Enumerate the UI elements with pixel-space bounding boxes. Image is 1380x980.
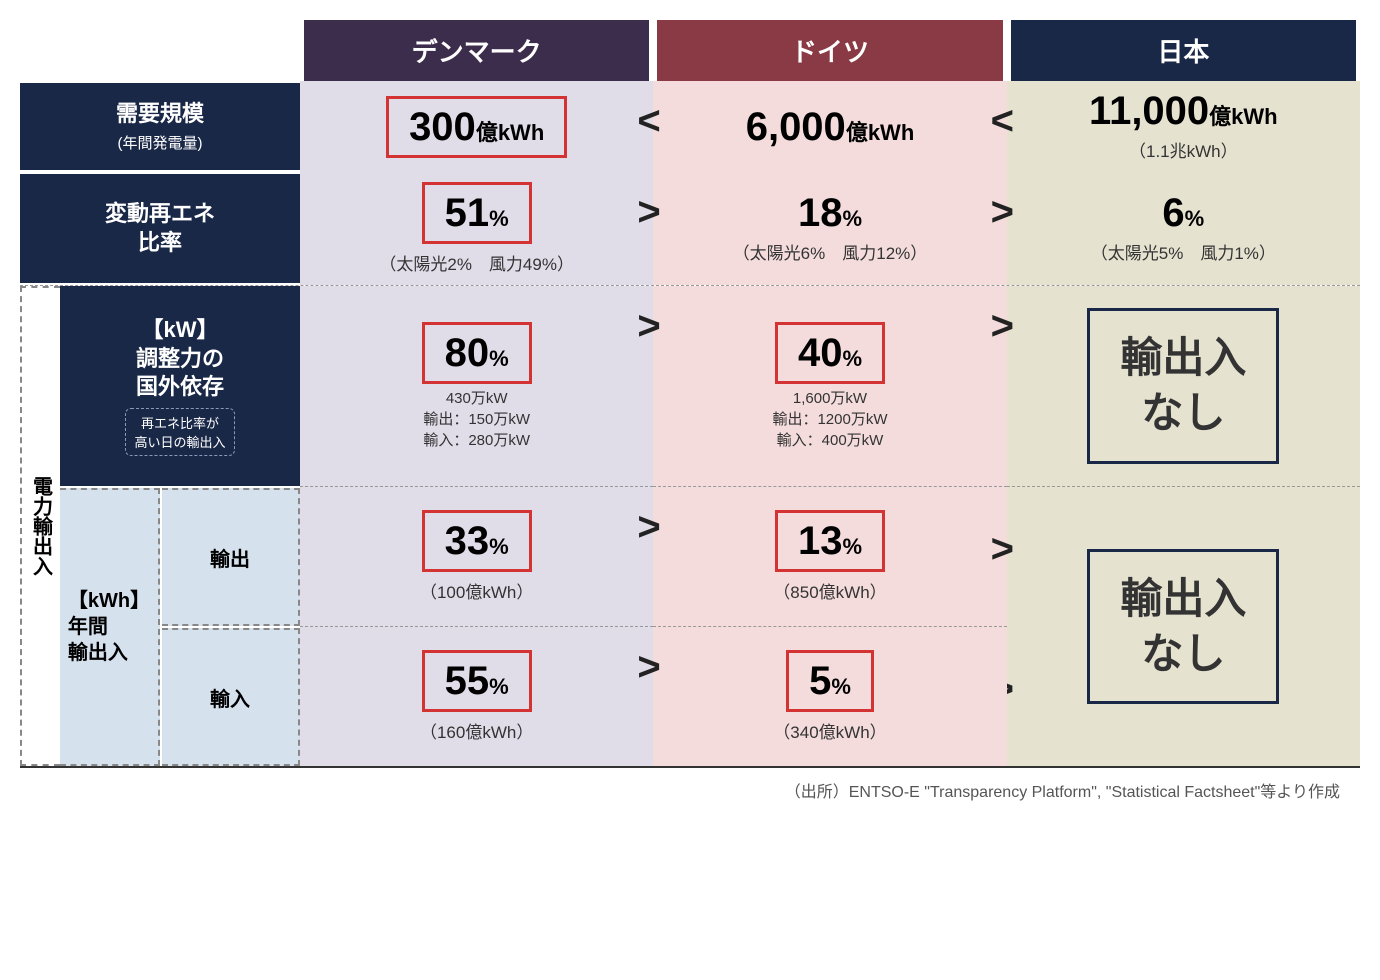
unit: % — [489, 346, 509, 371]
sub-info: （太陽光6% 風力12%） — [733, 239, 928, 264]
unit: 億kWh — [846, 120, 914, 145]
cell-vre-germany: > 18% （太陽光6% 風力12%） — [653, 172, 1006, 285]
sub-info: （340億kWh） — [773, 718, 886, 743]
label-text: 変動再エネ 比率 — [105, 200, 215, 257]
cell-demand-germany: < 6,000億kWh — [653, 81, 1006, 172]
unit: % — [842, 534, 862, 559]
row-label-kwh-group: 【kWh】 年間 輸出入 — [60, 488, 160, 766]
sub-info: （太陽光5% 風力1%） — [1091, 239, 1276, 264]
row-label-import: 輸入 — [162, 628, 300, 766]
cell-export-denmark: 33% （100億kWh） — [300, 486, 653, 626]
value: 18 — [798, 191, 843, 235]
label-bracket: 再エネ比率が 高い日の輸出入 — [125, 408, 234, 456]
unit: % — [1185, 206, 1205, 231]
comparator: > — [991, 527, 1014, 572]
value: 300 — [409, 105, 476, 149]
highlighted-value: 40% — [775, 322, 885, 384]
unit: % — [489, 206, 509, 231]
cell-export-import-japan: > > 輸出入 なし — [1007, 486, 1360, 766]
cell-export-germany: > 13% （850億kWh） — [653, 486, 1006, 626]
comparator: < — [991, 99, 1014, 144]
sub-info: （850億kWh） — [773, 578, 886, 603]
japan-no-trade-box: 輸出入 なし — [1087, 308, 1279, 463]
header-empty — [20, 20, 300, 81]
country-header-germany: ドイツ — [657, 20, 1002, 81]
unit: % — [842, 346, 862, 371]
row-label-kw: 【kW】 調整力の 国外依存 再エネ比率が 高い日の輸出入 — [60, 286, 300, 486]
comparison-table: デンマーク ドイツ 日本 需要規模 (年間発電量) 300億kWh < 6,00… — [20, 20, 1360, 768]
sub-info: （1.1兆kWh） — [1129, 137, 1238, 162]
sub-info: 430万kW 輸出：150万kW 輸入：280万kW — [423, 388, 530, 451]
sub-info: （太陽光2% 風力49%） — [379, 250, 574, 275]
cell-kw-germany: > 40% 1,600万kW 輸出：1200万kW 輸入：400万kW — [653, 286, 1006, 486]
unit: % — [842, 206, 862, 231]
value: 55 — [445, 659, 490, 703]
vertical-label-power-trade: 電力輸出入 — [20, 286, 60, 766]
sub3: 輸入：280万kW — [423, 430, 530, 451]
cell-import-germany: > 5% （340億kWh） — [653, 626, 1006, 766]
row-label-export: 輸出 — [162, 488, 300, 626]
section-labels: 電力輸出入 【kW】 調整力の 国外依存 再エネ比率が 高い日の輸出入 【kWh… — [20, 286, 300, 766]
unit: % — [489, 534, 509, 559]
value: 13 — [798, 519, 843, 563]
value: 5 — [809, 659, 831, 703]
cell-import-denmark: 55% （160億kWh） — [300, 626, 653, 766]
unit: % — [489, 674, 509, 699]
value: 6 — [1162, 191, 1184, 235]
value: 11,000 — [1089, 89, 1209, 133]
sub-info: （100億kWh） — [420, 578, 533, 603]
sub-info: 1,600万kW 輸出：1200万kW 輸入：400万kW — [772, 388, 887, 451]
comparator: > — [637, 645, 660, 690]
comparator: > — [991, 304, 1014, 349]
cell-vre-japan: > 6% （太陽光5% 風力1%） — [1007, 172, 1360, 285]
value: 80 — [445, 331, 490, 375]
country-header-denmark: デンマーク — [304, 20, 649, 81]
comparator: > — [637, 505, 660, 550]
label-text: 需要規模 — [116, 100, 204, 129]
source-citation: （出所）ENTSO-E "Transparency Platform", "St… — [20, 778, 1360, 802]
label-text: 【kW】 調整力の 国外依存 — [136, 316, 224, 402]
value: 33 — [445, 519, 490, 563]
highlighted-value: 33% — [422, 510, 532, 572]
row-label-vre: 変動再エネ 比率 — [20, 174, 300, 283]
sub2: 輸出：150万kW — [423, 409, 530, 430]
highlighted-value: 51% — [422, 182, 532, 244]
cell-demand-denmark: 300億kWh — [300, 81, 653, 172]
highlighted-value: 55% — [422, 650, 532, 712]
row-label-demand: 需要規模 (年間発電量) — [20, 83, 300, 170]
value: 51 — [445, 191, 490, 235]
cell-kw-denmark: 80% 430万kW 輸出：150万kW 輸入：280万kW — [300, 286, 653, 486]
highlighted-value: 5% — [786, 650, 874, 712]
comparator: > — [637, 190, 660, 235]
unit: 億kWh — [1209, 104, 1277, 129]
value: 6,000 — [746, 105, 846, 149]
sub1: 430万kW — [423, 388, 530, 409]
sub2: 輸出：1200万kW — [772, 409, 887, 430]
sub3: 輸入：400万kW — [772, 430, 887, 451]
comparator: > — [991, 190, 1014, 235]
sub1: 1,600万kW — [772, 388, 887, 409]
comparator: > — [637, 304, 660, 349]
japan-no-trade-box: 輸出入 なし — [1087, 549, 1279, 704]
value: 40 — [798, 331, 843, 375]
highlighted-value: 13% — [775, 510, 885, 572]
highlighted-value: 80% — [422, 322, 532, 384]
comparator: < — [637, 99, 660, 144]
cell-vre-denmark: 51% （太陽光2% 風力49%） — [300, 172, 653, 285]
unit: 億kWh — [476, 120, 544, 145]
cell-kw-japan: > 輸出入 なし — [1007, 286, 1360, 486]
country-header-japan: 日本 — [1011, 20, 1356, 81]
highlighted-value: 300億kWh — [386, 96, 567, 158]
label-sub: (年間発電量) — [118, 132, 203, 153]
cell-demand-japan: < 11,000億kWh （1.1兆kWh） — [1007, 81, 1360, 172]
unit: % — [831, 674, 851, 699]
sub-info: （160億kWh） — [420, 718, 533, 743]
